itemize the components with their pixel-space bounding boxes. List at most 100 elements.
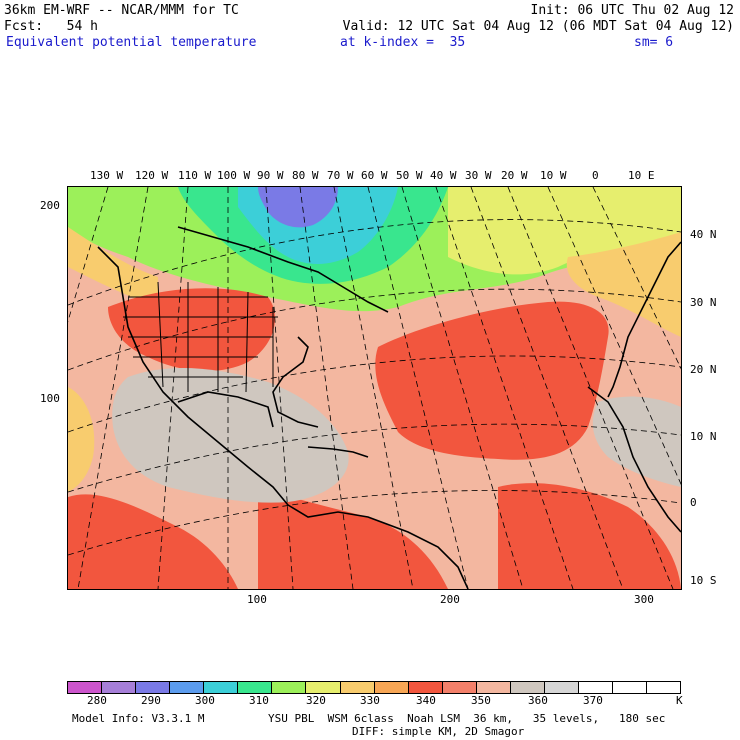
- colorbar-swatch: [613, 682, 648, 693]
- coastlines: [97, 226, 681, 589]
- north-america-west-coast: [97, 246, 289, 506]
- colorbar-swatch: [102, 682, 137, 693]
- colorbar-swatch: [170, 682, 205, 693]
- lat-line-0: [68, 490, 681, 556]
- colorbar-swatch: [408, 682, 443, 693]
- caribbean-islands: [307, 446, 369, 458]
- lon-line: [333, 187, 414, 589]
- model-title: 36km EM-WRF -- NCAR/MMM for TC: [4, 3, 239, 18]
- lon-label: 40 W: [430, 169, 457, 182]
- lat-label: 10 N: [690, 430, 717, 443]
- lat-label: 30 N: [690, 296, 717, 309]
- theta-e-340-southamerica: [258, 487, 448, 589]
- colorbar-swatch: [544, 682, 579, 693]
- colorbar-swatch: [68, 682, 103, 693]
- lat-label: 20 N: [690, 363, 717, 376]
- level-label: at k-index = 35: [340, 35, 466, 50]
- us-east-coast: [272, 336, 319, 428]
- africa-europe-west-coast: [607, 241, 681, 398]
- lon-label: 10 E: [628, 169, 655, 182]
- lon-line: [592, 187, 681, 370]
- lat-line-20n: [68, 355, 681, 433]
- colorbar-swatch: [647, 682, 681, 693]
- theta-e-355-eastatlantic: [592, 396, 681, 487]
- lon-label: 80 W: [292, 169, 319, 182]
- colorbar-swatch: [578, 682, 613, 693]
- colorbar-swatch: [204, 682, 239, 693]
- colorbar-label: 350: [471, 694, 491, 707]
- colorbar-swatch: [136, 682, 171, 693]
- colorbar-label: 290: [141, 694, 161, 707]
- grid-x-label: 300: [634, 593, 654, 606]
- init-time: Init: 06 UTC Thu 02 Aug 12: [530, 3, 735, 18]
- gulf-of-mexico-coast: [177, 391, 274, 428]
- lon-line: [507, 187, 674, 589]
- grid-x-label: 200: [440, 593, 460, 606]
- lon-label: 70 W: [327, 169, 354, 182]
- lon-line: [547, 187, 681, 486]
- lon-label: 10 W: [540, 169, 567, 182]
- colorbar-label: 310: [249, 694, 269, 707]
- africa-west-coast-south: [587, 386, 681, 533]
- lon-line: [470, 187, 624, 589]
- colorbar-swatch: [442, 682, 477, 693]
- lon-label: 0: [592, 169, 599, 182]
- grid-y-label: 100: [40, 392, 60, 405]
- colorbar: [67, 681, 681, 694]
- colorbar-label: 320: [306, 694, 326, 707]
- colorbar-swatch: [340, 682, 375, 693]
- lat-line-30n: [68, 288, 681, 371]
- lat-label: 0: [690, 496, 697, 509]
- lat-line-40n: [68, 219, 681, 306]
- lon-line: [265, 187, 294, 589]
- field-name: Equivalent potential temperature: [6, 35, 257, 50]
- theta-e-340-atlantic: [375, 301, 609, 460]
- lon-line: [367, 187, 469, 589]
- model-info: Model Info: V3.3.1 M: [72, 712, 205, 725]
- lon-label: 120 W: [135, 169, 169, 182]
- colorbar-swatch: [374, 682, 409, 693]
- map-canvas: [68, 187, 681, 589]
- colorbar-swatch: [510, 682, 545, 693]
- colorbar-label: 330: [360, 694, 380, 707]
- lon-label: 90 W: [257, 169, 284, 182]
- lat-lon-grid: [68, 187, 681, 589]
- lon-label: 110 W: [178, 169, 212, 182]
- grid-x-label: 100: [247, 593, 267, 606]
- colorbar-label: 300: [195, 694, 215, 707]
- lat-label: 40 N: [690, 228, 717, 241]
- lon-label: 60 W: [361, 169, 388, 182]
- theta-e-330-east: [566, 232, 681, 337]
- theta-e-map: [67, 186, 682, 590]
- canada-southern-border: [177, 226, 389, 313]
- lat-label: 10 S: [690, 574, 717, 587]
- colorbar-label: 340: [416, 694, 436, 707]
- lon-label: 100 W: [217, 169, 251, 182]
- lon-line: [435, 187, 574, 589]
- lon-label: 130 W: [90, 169, 124, 182]
- lat-line-10n: [68, 423, 681, 493]
- lon-label: 20 W: [501, 169, 528, 182]
- south-america-north-coast: [287, 504, 469, 589]
- theta-e-325-region: [448, 187, 681, 275]
- state-borders: [123, 281, 278, 393]
- colorbar-units: K: [676, 694, 683, 707]
- lon-line: [299, 187, 354, 589]
- physics-info: YSU PBL WSM 6class Noah LSM 36 km, 35 le…: [268, 712, 666, 725]
- colorbar-swatch: [476, 682, 511, 693]
- grid-y-label: 200: [40, 199, 60, 212]
- colorbar-swatch: [306, 682, 341, 693]
- lon-label: 30 W: [465, 169, 492, 182]
- theta-e-330-westcoast: [68, 387, 95, 492]
- colorbar-swatch: [272, 682, 307, 693]
- forecast-hour: Fcst: 54 h: [4, 19, 98, 34]
- colorbar-swatch: [238, 682, 273, 693]
- theta-e-340-pacific: [68, 494, 238, 589]
- theta-e-290-region: [258, 187, 338, 228]
- theta-e-340-southeast: [498, 483, 681, 589]
- colorbar-label: 280: [87, 694, 107, 707]
- colorbar-label: 360: [528, 694, 548, 707]
- smoothing-label: sm= 6: [634, 35, 674, 50]
- valid-time: Valid: 12 UTC Sat 04 Aug 12 (06 MDT Sat …: [342, 19, 734, 34]
- lon-line: [77, 187, 149, 589]
